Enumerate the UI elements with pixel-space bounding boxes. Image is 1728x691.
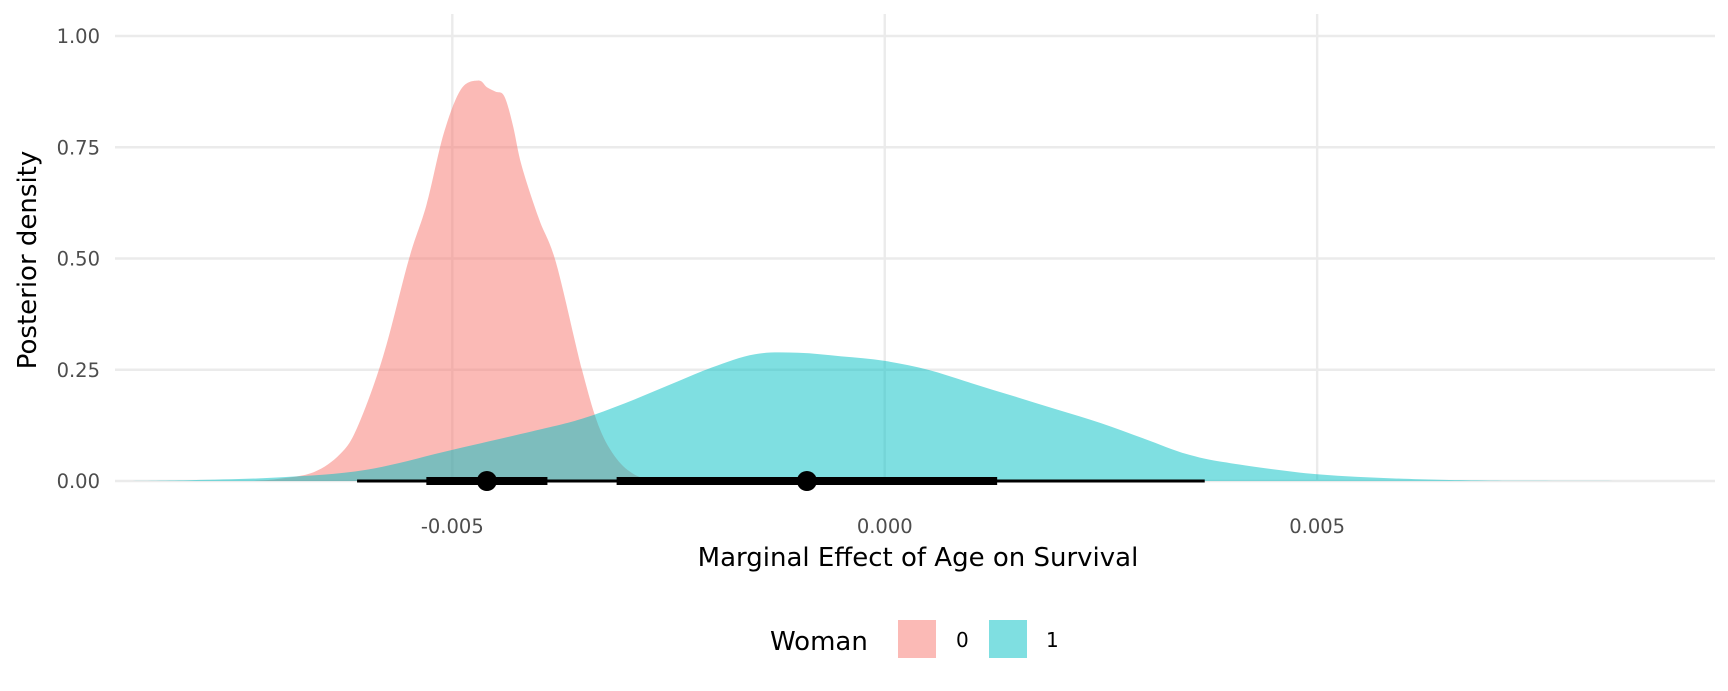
median-point-1 bbox=[796, 471, 817, 491]
y-axis-title: Posterior density bbox=[13, 151, 43, 370]
legend-swatch-0 bbox=[898, 620, 936, 658]
x-tick-label: 0.000 bbox=[857, 515, 913, 538]
y-tick-label: 1.00 bbox=[57, 25, 100, 48]
density-area-0 bbox=[253, 80, 669, 481]
density-area-1 bbox=[123, 352, 1620, 481]
legend-swatch-1 bbox=[989, 620, 1027, 658]
y-axis-ticks: 0.00 0.25 0.50 0.75 1.00 bbox=[57, 25, 100, 493]
legend: Woman 0 1 bbox=[770, 620, 1059, 658]
y-tick-label: 0.25 bbox=[57, 359, 100, 382]
interval-bars bbox=[357, 471, 1205, 491]
legend-label-0: 0 bbox=[956, 628, 969, 652]
x-tick-label: 0.005 bbox=[1289, 515, 1345, 538]
y-tick-label: 0.75 bbox=[57, 136, 100, 159]
x-axis-title: Marginal Effect of Age on Survival bbox=[698, 543, 1139, 573]
x-axis-ticks: -0.005 0.000 0.005 bbox=[421, 515, 1345, 538]
x-tick-label: -0.005 bbox=[421, 515, 484, 538]
y-tick-label: 0.50 bbox=[57, 248, 100, 271]
legend-label-1: 1 bbox=[1046, 628, 1059, 652]
density-areas bbox=[123, 80, 1620, 481]
legend-title: Woman bbox=[770, 627, 868, 657]
y-tick-label: 0.00 bbox=[57, 470, 100, 493]
